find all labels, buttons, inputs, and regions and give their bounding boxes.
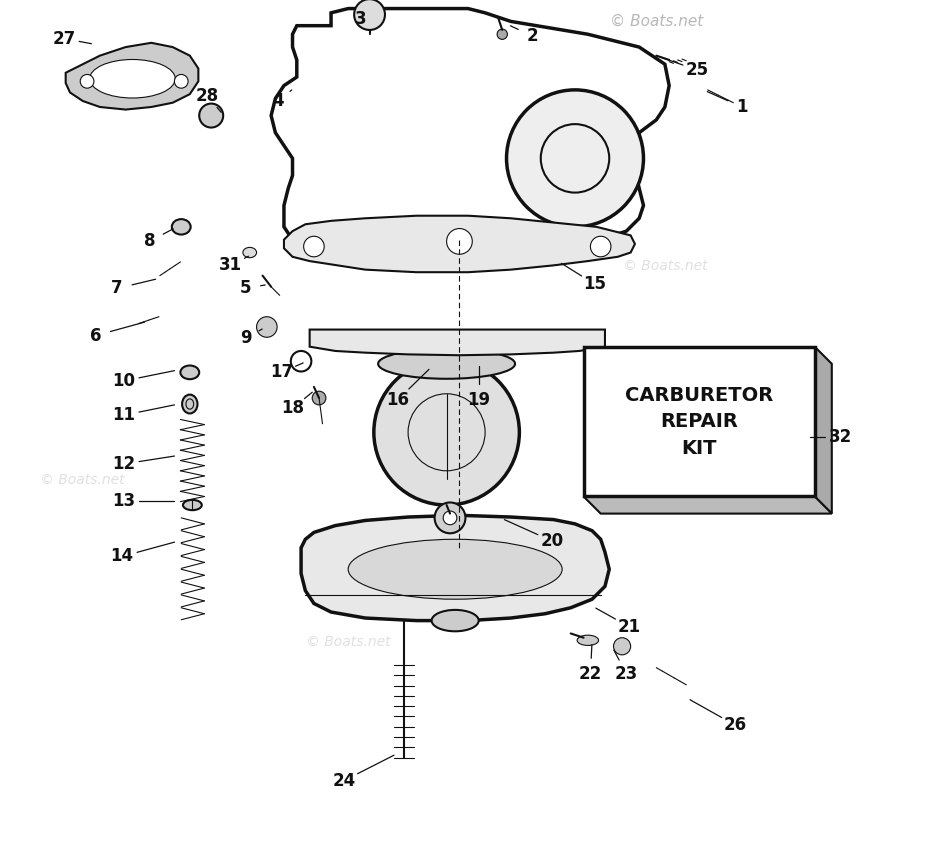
Text: 13: 13 [112,491,136,510]
Text: 2: 2 [526,27,538,45]
Text: 26: 26 [724,716,747,734]
Ellipse shape [181,366,199,379]
Text: 24: 24 [332,771,356,790]
Ellipse shape [199,104,223,128]
Text: 9: 9 [240,329,251,348]
Circle shape [613,638,631,655]
Text: 16: 16 [387,390,409,409]
Circle shape [313,391,326,405]
Circle shape [506,90,643,227]
Text: 8: 8 [144,232,155,251]
Ellipse shape [183,395,197,413]
Text: 18: 18 [281,399,304,418]
Polygon shape [284,216,635,272]
Text: 23: 23 [615,664,638,683]
Polygon shape [310,330,605,355]
Circle shape [497,29,507,39]
Text: 32: 32 [828,427,852,446]
Text: 27: 27 [52,29,76,48]
Circle shape [591,236,611,257]
Ellipse shape [378,349,515,379]
Text: 3: 3 [355,9,367,28]
Ellipse shape [578,635,598,645]
Text: 10: 10 [112,372,136,390]
Text: 31: 31 [219,256,242,275]
Text: 21: 21 [618,617,640,636]
Circle shape [443,511,457,525]
Text: 17: 17 [270,363,293,382]
Text: 7: 7 [111,279,123,298]
Ellipse shape [348,539,563,599]
Ellipse shape [90,60,175,98]
Ellipse shape [183,500,202,510]
Text: 11: 11 [112,406,136,425]
Ellipse shape [431,609,478,632]
Text: 6: 6 [90,326,101,345]
Text: © Boats.net: © Boats.net [306,635,390,649]
Circle shape [303,236,324,257]
Text: CARBURETOR
REPAIR
KIT: CARBURETOR REPAIR KIT [625,385,773,458]
Text: 14: 14 [110,547,134,566]
Text: 25: 25 [686,61,709,80]
Ellipse shape [242,247,256,258]
Circle shape [434,502,465,533]
Text: © Boats.net: © Boats.net [40,473,125,486]
Polygon shape [301,515,609,621]
Text: 19: 19 [468,390,490,409]
Polygon shape [66,43,198,110]
Polygon shape [583,496,832,514]
Text: 22: 22 [578,664,602,683]
Text: © Boats.net: © Boats.net [622,259,708,272]
Text: 4: 4 [272,92,284,110]
Text: 5: 5 [240,279,251,298]
Ellipse shape [172,219,191,235]
Circle shape [373,360,519,505]
Circle shape [174,74,188,88]
Bar [583,347,814,496]
Text: © Boats.net: © Boats.net [609,14,703,29]
Text: 1: 1 [737,98,748,116]
Text: 12: 12 [112,455,136,473]
Text: 20: 20 [540,532,563,550]
Circle shape [446,229,473,254]
Text: 15: 15 [583,275,607,294]
Polygon shape [814,347,832,514]
Text: 28: 28 [196,86,218,105]
Circle shape [354,0,385,30]
Circle shape [80,74,94,88]
Circle shape [256,317,277,337]
